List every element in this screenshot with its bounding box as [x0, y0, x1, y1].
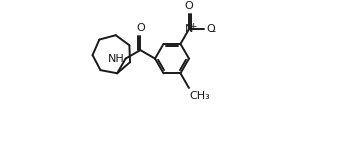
Text: O: O: [185, 1, 193, 11]
Text: CH₃: CH₃: [190, 90, 211, 100]
Text: N: N: [185, 24, 193, 34]
Text: −: −: [208, 26, 215, 35]
Text: +: +: [189, 22, 196, 31]
Text: O: O: [207, 24, 216, 34]
Text: NH: NH: [108, 54, 125, 64]
Text: O: O: [136, 23, 145, 33]
